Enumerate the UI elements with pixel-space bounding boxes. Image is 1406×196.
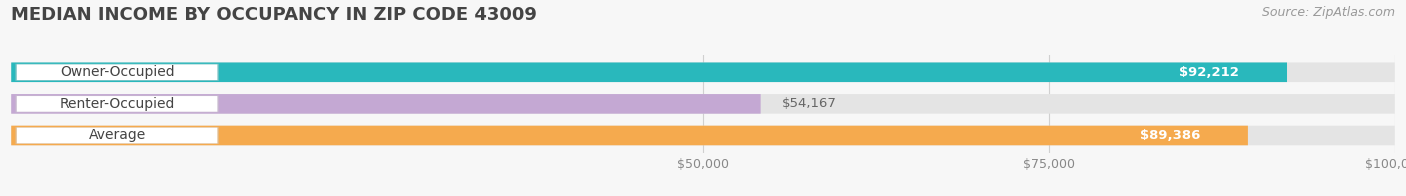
FancyBboxPatch shape xyxy=(17,64,218,80)
FancyBboxPatch shape xyxy=(11,63,1395,82)
FancyBboxPatch shape xyxy=(15,64,219,81)
Text: $89,386: $89,386 xyxy=(1139,129,1199,142)
FancyBboxPatch shape xyxy=(11,126,1249,145)
FancyBboxPatch shape xyxy=(15,95,219,112)
FancyBboxPatch shape xyxy=(1097,128,1243,143)
Text: Renter-Occupied: Renter-Occupied xyxy=(59,97,174,111)
Text: Average: Average xyxy=(89,129,146,142)
FancyBboxPatch shape xyxy=(17,128,218,143)
FancyBboxPatch shape xyxy=(15,127,219,144)
Text: Source: ZipAtlas.com: Source: ZipAtlas.com xyxy=(1261,6,1395,19)
Text: $92,212: $92,212 xyxy=(1178,66,1239,79)
FancyBboxPatch shape xyxy=(11,63,1286,82)
FancyBboxPatch shape xyxy=(17,96,218,112)
FancyBboxPatch shape xyxy=(11,94,761,114)
FancyBboxPatch shape xyxy=(11,126,1395,145)
Text: Owner-Occupied: Owner-Occupied xyxy=(60,65,174,79)
Text: MEDIAN INCOME BY OCCUPANCY IN ZIP CODE 43009: MEDIAN INCOME BY OCCUPANCY IN ZIP CODE 4… xyxy=(11,6,537,24)
FancyBboxPatch shape xyxy=(1136,65,1281,80)
Text: $54,167: $54,167 xyxy=(782,97,837,110)
FancyBboxPatch shape xyxy=(11,94,1395,114)
